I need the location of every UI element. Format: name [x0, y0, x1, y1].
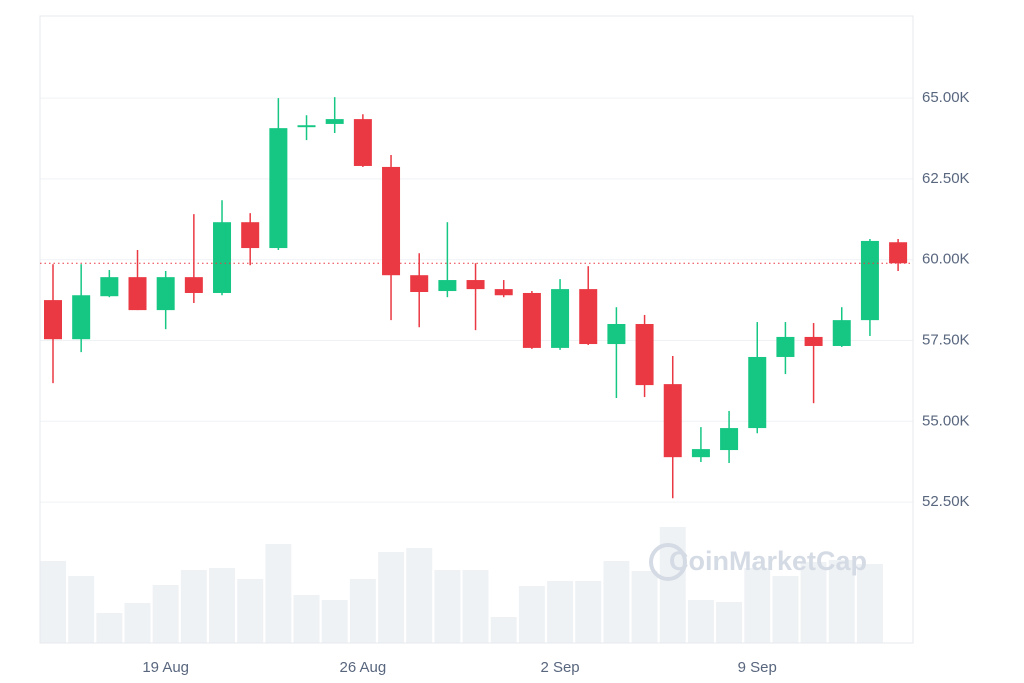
y-tick-label: 65.00K: [922, 89, 970, 106]
x-tick-label: 9 Sep: [738, 659, 777, 676]
volume-bar: [575, 581, 602, 643]
candle-body: [522, 292, 541, 348]
candle-body: [325, 119, 344, 124]
volume-bar: [434, 570, 461, 643]
volume-bar: [716, 602, 743, 643]
candle-body: [635, 324, 654, 386]
volume-bar: [265, 544, 292, 643]
candle-body: [804, 336, 823, 346]
volume-bar: [800, 562, 827, 643]
candle-body: [579, 289, 598, 345]
candle-body: [832, 320, 851, 346]
volume-bar: [603, 561, 630, 643]
volume-bar: [293, 595, 320, 643]
volume-bar: [96, 613, 123, 643]
x-tick-label: 2 Sep: [540, 659, 579, 676]
x-tick-label: 26 Aug: [340, 659, 387, 676]
volume-bar: [547, 581, 574, 643]
volume-bar: [490, 617, 517, 643]
volume-bar: [124, 603, 151, 643]
volume-bar: [237, 579, 264, 643]
candle-body: [860, 240, 879, 321]
candle-body: [889, 242, 908, 264]
volume-bar: [462, 570, 489, 643]
candle-body: [551, 289, 570, 348]
candle-body: [44, 300, 62, 340]
candle-body: [72, 295, 91, 340]
y-tick-label: 52.50K: [922, 493, 970, 510]
volume-bar: [152, 585, 179, 643]
volume-bar: [321, 600, 348, 643]
candle-body: [691, 449, 710, 458]
y-tick-label: 62.50K: [922, 170, 970, 187]
candle-body: [776, 336, 795, 357]
candle-body: [438, 280, 457, 292]
candle-body: [466, 280, 485, 290]
candle-body: [297, 125, 316, 128]
volume-bar: [744, 568, 771, 643]
y-tick-label: 60.00K: [922, 251, 970, 268]
volume-bar: [406, 548, 433, 643]
candle-body: [156, 277, 175, 311]
volume-bar: [349, 579, 376, 643]
candle-body: [128, 277, 147, 311]
candle-body: [184, 277, 203, 293]
volume-bar: [40, 561, 66, 643]
volume-bar: [772, 576, 799, 643]
watermark-logo: [649, 543, 687, 581]
plot-frame: [39, 15, 914, 644]
candle-body: [748, 356, 767, 429]
candle-body: [663, 384, 682, 458]
candle-body: [494, 289, 513, 296]
volume-bar: [631, 571, 658, 643]
candle-body: [720, 428, 739, 451]
volume-bar: [68, 576, 95, 643]
volume-bar: [518, 586, 545, 643]
candle-body: [100, 277, 119, 297]
volume-bar: [828, 560, 855, 643]
candle-body: [213, 222, 232, 293]
volume-bar: [180, 570, 207, 643]
candle-body: [353, 119, 372, 166]
candle-body: [269, 128, 288, 249]
volume-bar: [856, 564, 883, 643]
volume-bar: [687, 600, 714, 643]
y-tick-label: 55.00K: [922, 412, 970, 429]
volume-bar: [378, 552, 405, 643]
candle-body: [607, 324, 626, 345]
candle-body: [382, 166, 401, 276]
volume-bar: [209, 568, 236, 643]
candle-body: [241, 222, 260, 249]
watermark: CoinMarketCap: [669, 546, 867, 576]
x-tick-label: 19 Aug: [142, 659, 189, 676]
candle-body: [410, 275, 429, 293]
y-tick-label: 57.50K: [922, 331, 970, 348]
